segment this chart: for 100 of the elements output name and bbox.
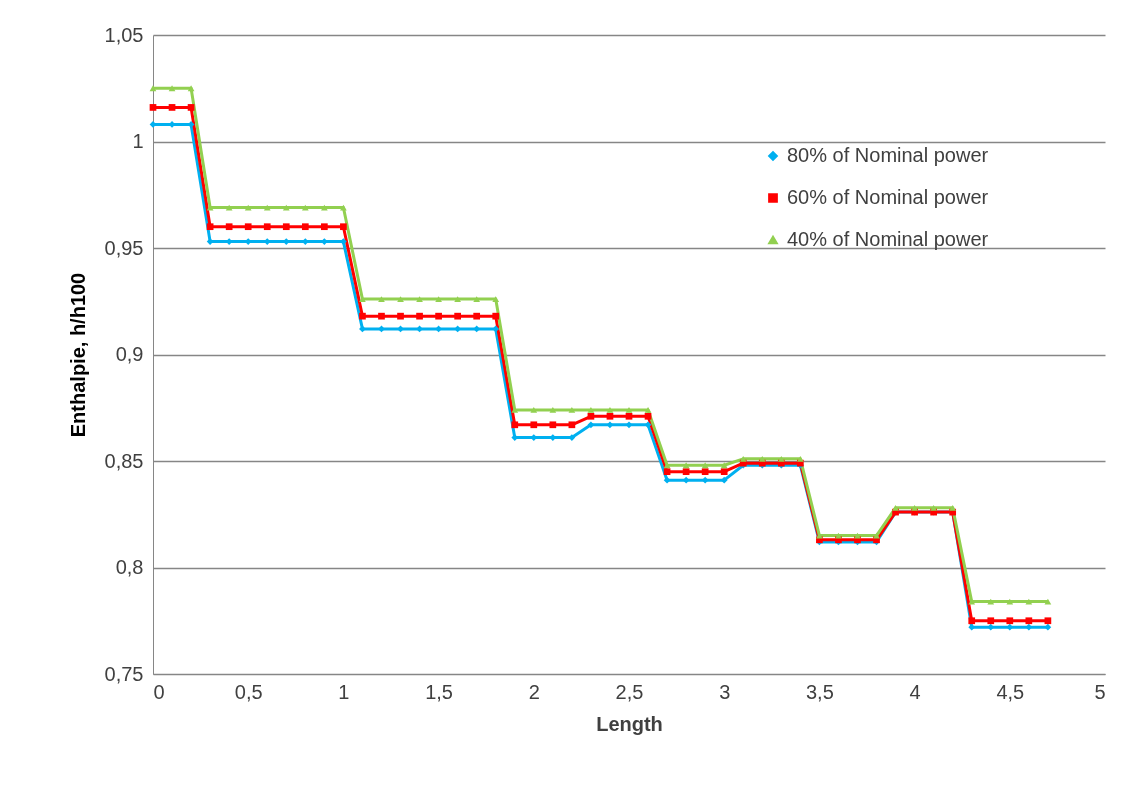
y-tick-label: 0,8 [115,556,144,578]
point [149,104,157,111]
point [1025,617,1033,625]
x-tick-label: 1 [338,680,350,703]
point [473,296,481,303]
point [568,406,576,413]
point [663,476,671,484]
point [321,238,328,245]
point [492,312,500,320]
point [701,476,709,484]
point [1044,623,1052,631]
point [644,421,652,429]
point [701,462,709,469]
point [530,406,538,413]
legend-label: 40% of Nominal power [787,228,989,250]
point [321,223,328,231]
legend-label: 80% of Nominal power [787,144,989,166]
point [606,406,614,413]
point [587,412,595,420]
point [511,421,519,429]
point [454,325,461,333]
point [587,421,595,429]
point [340,223,347,231]
point [949,504,957,511]
point [435,312,442,320]
point [168,104,176,111]
y-tick-label: 0,95 [104,236,144,259]
point [359,296,366,303]
x-tick-label: 1,5 [425,680,454,703]
point [397,312,404,320]
point [263,223,271,231]
y-tick-label: 1 [132,130,144,152]
point [625,406,633,413]
point [911,504,918,511]
point [644,406,652,413]
point [397,296,404,303]
point [1044,617,1052,625]
point [987,617,995,625]
point [701,468,709,475]
x-tick-label: 2 [528,680,540,703]
x-axis-title: Length [596,712,663,735]
point [758,455,766,462]
legend-label: 60% of Nominal power [787,186,989,208]
point [606,421,614,429]
point [1006,617,1014,625]
point [682,462,690,469]
point [587,406,595,413]
x-tick-label: 4,5 [996,680,1025,703]
point [416,296,423,303]
point [149,85,157,92]
y-tick-label: 1,05 [104,23,144,46]
point [378,312,385,320]
point [187,104,195,111]
point [797,455,804,462]
point [968,617,976,625]
point [378,296,385,303]
point [549,406,557,413]
point [720,468,728,475]
point [492,325,500,333]
point [892,504,899,511]
point [568,421,576,429]
x-tick-label: 5 [1094,680,1106,703]
point [244,223,252,231]
point [530,421,538,429]
point [777,455,785,462]
point [625,412,633,420]
point [663,462,671,469]
y-tick-label: 0,9 [115,343,144,365]
y-axis-title: Enthalpie, h/h100 [66,272,89,438]
point [720,462,728,469]
point [454,312,461,320]
point [644,412,652,420]
point [282,223,290,231]
point [473,312,481,320]
point [492,296,500,303]
point [206,223,214,231]
point [1025,623,1033,631]
point [682,468,690,475]
point [682,476,690,484]
point [454,296,461,303]
x-tick-label: 4 [909,680,921,703]
x-tick-label: 3,5 [805,680,834,703]
x-tick-label: 2,5 [615,680,644,703]
x-tick-label: 3 [719,680,731,703]
point [663,468,671,475]
point [435,296,442,303]
point [930,504,937,511]
point [225,223,233,231]
point [606,412,614,420]
y-tick-label: 0,75 [104,662,144,685]
point [625,421,633,429]
point [301,223,309,231]
x-tick-label: 0,5 [234,680,263,703]
x-tick-label: 0 [153,680,165,703]
point [416,312,423,320]
point [187,85,195,92]
point [359,312,366,320]
point [168,85,176,92]
y-tick-label: 0,85 [104,449,144,472]
point [739,455,747,462]
